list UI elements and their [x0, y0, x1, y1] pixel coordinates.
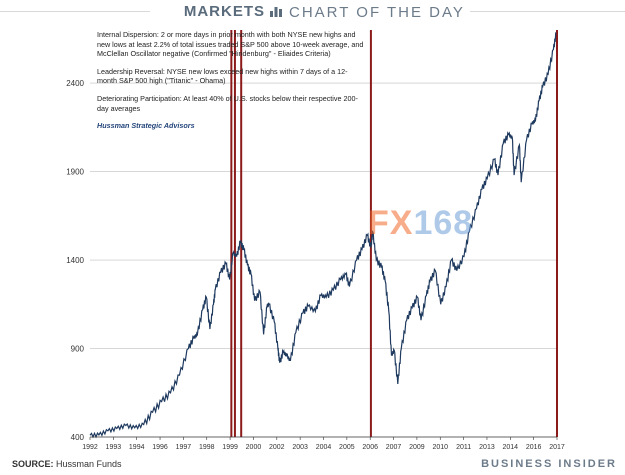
x-tick-label: 1997 [176, 444, 192, 451]
signal-annotations: Internal Dispersion: 2 or more days in p… [97, 30, 367, 139]
x-tick-label: 1998 [199, 444, 215, 451]
x-tick-label: 2000 [246, 444, 262, 451]
x-tick-label: 2016 [526, 444, 542, 451]
x-tick-label: 2007 [386, 444, 402, 451]
bar-chart-icon [270, 7, 282, 17]
x-tick-label: 1993 [106, 444, 122, 451]
sp500-line [89, 32, 557, 439]
x-tick-label: 1994 [129, 444, 145, 451]
header-rule-right [470, 11, 625, 12]
x-tick-label: 2004 [316, 444, 332, 451]
chart-of-the-day-label: CHART OF THE DAY [289, 4, 465, 21]
annotation-internal-dispersion: Internal Dispersion: 2 or more days in p… [97, 30, 364, 59]
fx168-watermark: FX168 [368, 204, 473, 243]
y-tick-label: 2400 [66, 79, 84, 88]
x-tick-label: 2005 [339, 444, 355, 451]
x-tick-label: 1992 [82, 444, 98, 451]
y-axis-ticks: 400 900 1400 1900 2400 [66, 79, 84, 442]
x-tick-label: 2009 [409, 444, 425, 451]
watermark-fx: FX [368, 204, 414, 242]
markets-brand: MARKETS [183, 3, 265, 20]
y-tick-label: 400 [71, 433, 85, 442]
x-tick-label: 2017 [549, 444, 565, 451]
y-tick-label: 1400 [66, 256, 84, 265]
grid-lines [90, 82, 557, 349]
chart-header: MARKETS CHART OF THE DAY [0, 0, 625, 24]
x-tick-label: 2006 [362, 444, 378, 451]
source-label: SOURCE: [12, 459, 54, 469]
x-tick-label: 2014 [503, 444, 519, 451]
x-tick-label: 1999 [222, 444, 238, 451]
annotation-deteriorating-participation: Deteriorating Participation: At least 40… [97, 93, 358, 113]
header-rule-left [0, 11, 150, 12]
annotation-leadership-reversal: Leadership Reversal: NYSE new lows excee… [97, 66, 348, 86]
x-axis-ticks: 1992 1993 1994 1996 1997 1998 1999 2000 2002 2003… [82, 437, 565, 451]
hussman-brand-label: Hussman Strategic Advisors [97, 121, 195, 131]
source-value: Hussman Funds [56, 459, 122, 469]
y-tick-label: 1900 [66, 168, 84, 177]
x-tick-label: 2013 [479, 444, 495, 451]
business-insider-logo: BUSINESS INSIDER [481, 458, 617, 470]
x-tick-label: 2003 [292, 444, 308, 451]
x-tick-label: 2011 [456, 444, 471, 451]
signal-lines [230, 30, 558, 437]
source-note: SOURCE: Hussman Funds [12, 459, 122, 469]
x-tick-label: 1996 [152, 444, 168, 451]
y-tick-label: 900 [71, 345, 85, 354]
x-tick-label: 2002 [269, 444, 285, 451]
watermark-168: 168 [413, 204, 474, 242]
x-tick-label: 2010 [432, 444, 448, 451]
